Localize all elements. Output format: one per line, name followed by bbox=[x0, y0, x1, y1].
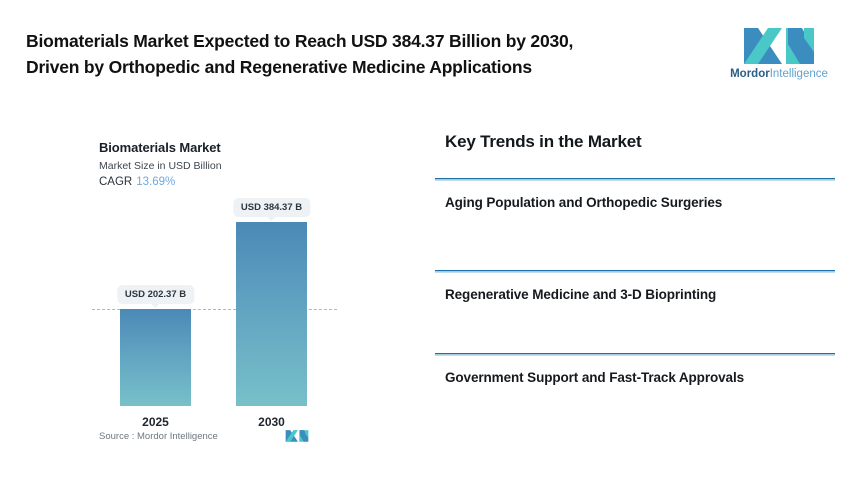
key-trends-title: Key Trends in the Market bbox=[445, 132, 642, 151]
mordor-m-logo-icon-small bbox=[285, 430, 309, 442]
trend-item[interactable]: Aging Population and Orthopedic Surgerie… bbox=[435, 178, 835, 213]
bar-2025[interactable] bbox=[120, 309, 191, 406]
page-header: Biomaterials Market Expected to Reach US… bbox=[0, 0, 860, 110]
page-title-line-1: Biomaterials Market Expected to Reach US… bbox=[26, 31, 574, 51]
bar-chart-plot: USD 202.37 B 2025 USD 384.37 B 2030 bbox=[0, 120, 410, 460]
page-title-line-2: Driven by Orthopedic and Regenerative Me… bbox=[26, 57, 532, 77]
chart-panel: Biomaterials Market Market Size in USD B… bbox=[0, 120, 410, 460]
chart-title: Biomaterials Market bbox=[99, 140, 221, 155]
trend-divider bbox=[435, 353, 835, 354]
reference-gridline bbox=[92, 309, 337, 311]
brand-logo: MordorIntelligence bbox=[722, 22, 836, 90]
chart-source-label: Source : Mordor Intelligence bbox=[99, 431, 218, 442]
trend-divider bbox=[435, 270, 835, 271]
trend-item[interactable]: Government Support and Fast-Track Approv… bbox=[435, 353, 835, 388]
cagr-label: CAGR bbox=[99, 176, 133, 188]
trend-item[interactable]: Regenerative Medicine and 3-D Bioprintin… bbox=[435, 270, 835, 305]
chart-cagr: CAGR 13.69% bbox=[99, 176, 175, 188]
bar-2030[interactable] bbox=[236, 222, 307, 406]
trend-item-label: Government Support and Fast-Track Approv… bbox=[445, 370, 745, 385]
brand-word-bold: Mordor bbox=[730, 68, 770, 80]
cagr-value: 13.69% bbox=[136, 176, 176, 188]
trend-divider bbox=[435, 178, 835, 179]
trend-item-label: Aging Population and Orthopedic Surgerie… bbox=[445, 195, 723, 210]
chart-subtitle: Market Size in USD Billion bbox=[99, 160, 222, 172]
x-axis-tick-2030: 2030 bbox=[258, 415, 285, 429]
key-trends-panel: Key Trends in the Market Aging Populatio… bbox=[435, 120, 840, 460]
x-axis-tick-2025: 2025 bbox=[142, 415, 169, 429]
bar-value-label-2030: USD 384.37 B bbox=[232, 198, 311, 221]
page-title: Biomaterials Market Expected to Reach US… bbox=[26, 28, 686, 80]
brand-word-light: Intelligence bbox=[769, 68, 828, 80]
brand-wordmark: MordorIntelligence bbox=[722, 67, 836, 81]
bar-value-label-2025: USD 202.37 B bbox=[116, 285, 195, 309]
mordor-m-logo-icon bbox=[744, 28, 814, 64]
trend-item-label: Regenerative Medicine and 3-D Bioprintin… bbox=[445, 287, 717, 302]
